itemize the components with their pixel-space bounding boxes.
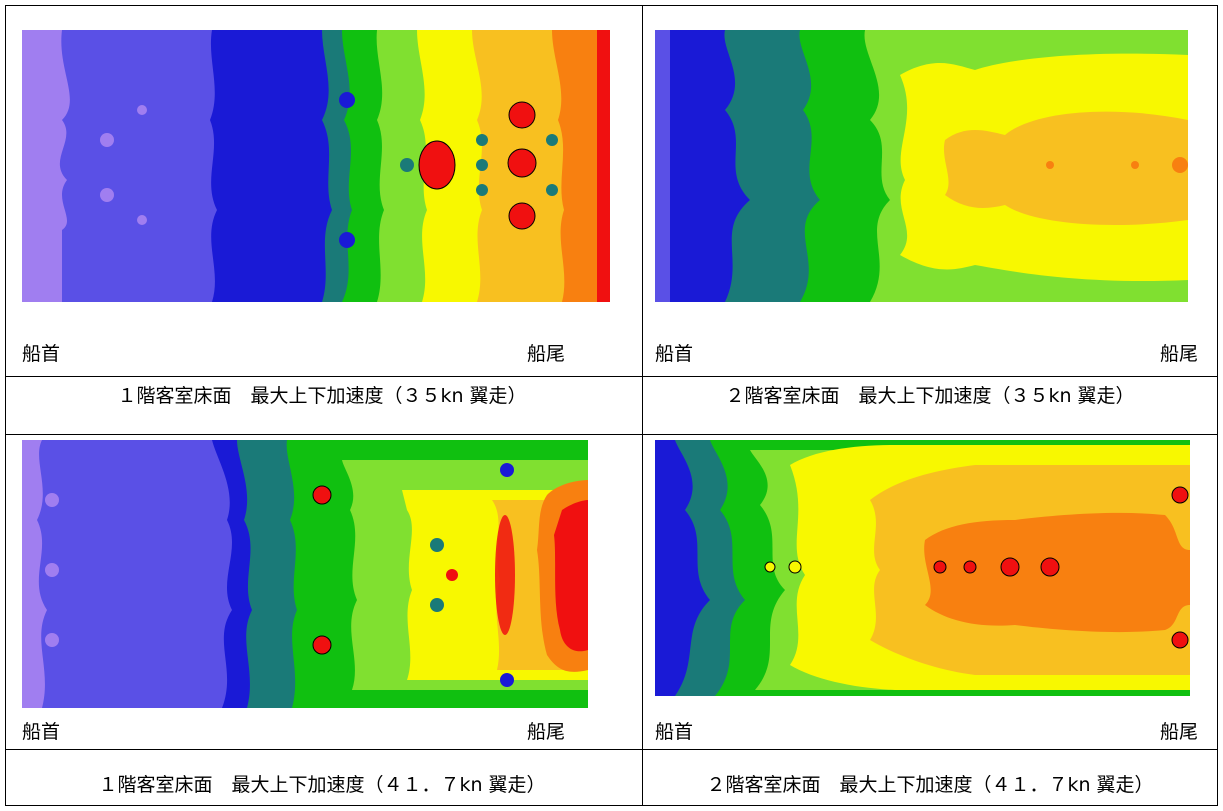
caption-2f-35kn: ２階客室床面 最大上下加速度（３５kn 翼走） <box>725 385 1135 407</box>
bow-label: 船首 <box>655 721 694 743</box>
row-divider <box>6 749 1217 750</box>
contour-plot-2f-35kn <box>655 30 1188 302</box>
contour-plot-2f-41kn <box>655 440 1190 696</box>
row-divider <box>6 376 1217 377</box>
stern-label: 船尾 <box>527 343 566 365</box>
bow-label: 船首 <box>655 343 694 365</box>
stern-label: 船尾 <box>1160 343 1199 365</box>
row-divider <box>6 434 1217 435</box>
contour-plot-1f-35kn <box>22 30 610 302</box>
contour-plot-1f-41kn <box>22 440 588 708</box>
bow-label: 船首 <box>22 343 61 365</box>
bow-label: 船首 <box>22 721 61 743</box>
caption-1f-35kn: １階客室床面 最大上下加速度（３５kn 翼走） <box>117 385 527 407</box>
stern-label: 船尾 <box>527 721 566 743</box>
caption-1f-41kn: １階客室床面 最大上下加速度（４１．７kn 翼走） <box>98 774 546 796</box>
column-divider <box>642 6 643 805</box>
caption-2f-41kn: ２階客室床面 最大上下加速度（４１．７kn 翼走） <box>706 774 1154 796</box>
stern-label: 船尾 <box>1160 721 1199 743</box>
figure-table <box>5 5 1218 806</box>
